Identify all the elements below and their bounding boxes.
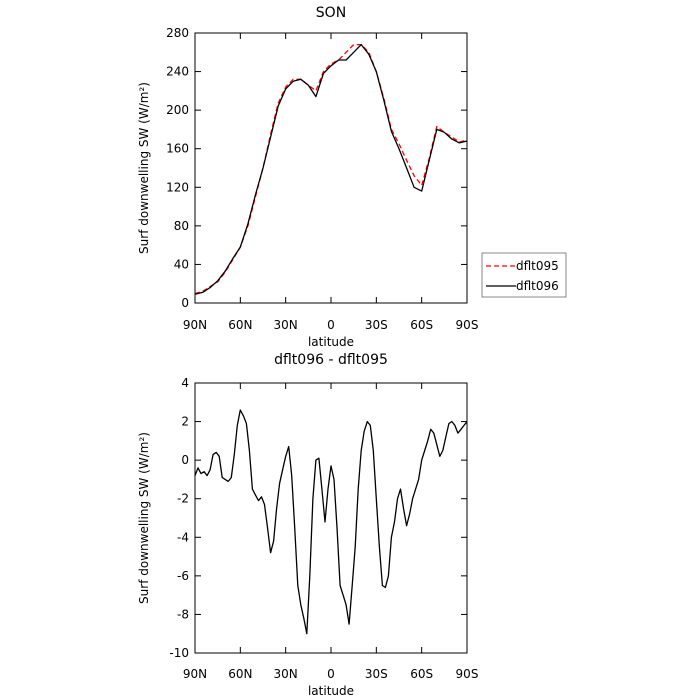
y-axis-ticks: -10 -8 -6 -4 -2 0 2 4 (169, 376, 467, 660)
chart-title: SON (316, 5, 346, 21)
y-tick-label: 160 (166, 142, 189, 156)
x-axis-ticks: 90N 60N 30N 0 30S 60S 90S (183, 33, 479, 332)
x-tick-label: 30S (365, 667, 388, 681)
x-tick-label: 90S (456, 318, 479, 332)
chart-title: dflt096 - dflt095 (274, 352, 388, 368)
x-tick-label: 60N (228, 667, 252, 681)
legend: dflt095 dflt096 (481, 252, 567, 298)
y-axis-ticks: 0 40 80 120 160 200 240 280 (166, 26, 467, 310)
x-tick-label: 90N (183, 318, 207, 332)
x-tick-label: 30N (274, 667, 298, 681)
legend-label-dflt096: dflt096 (516, 279, 559, 293)
x-tick-label: 60S (410, 667, 433, 681)
y-tick-label: 80 (174, 219, 189, 233)
x-tick-label: 30N (274, 318, 298, 332)
y-tick-label: -8 (177, 607, 189, 621)
x-tick-label: 0 (327, 318, 335, 332)
y-tick-label: 280 (166, 26, 189, 40)
panel-top-mean: SON 0 40 80 120 160 200 240 280 90N 60N 30N 0 30S 60… (137, 5, 567, 349)
y-tick-label: -4 (177, 530, 189, 544)
legend-frame (481, 252, 567, 298)
legend-label-dflt095: dflt095 (516, 259, 559, 273)
plot-frame (194, 382, 468, 654)
y-tick-label: 4 (181, 376, 189, 390)
series-line-dflt096 (194, 43, 468, 295)
x-tick-label: 60N (228, 318, 252, 332)
series-line-difference (194, 409, 468, 635)
y-tick-label: 0 (181, 296, 189, 310)
x-tick-label: 90N (183, 667, 207, 681)
y-tick-label: 120 (166, 180, 189, 194)
x-axis-label: latitude (308, 335, 354, 349)
y-axis-label: Surf downwelling SW (W/m²) (137, 82, 151, 254)
x-tick-label: 90S (456, 667, 479, 681)
series-line-dflt095 (194, 43, 468, 295)
y-tick-label: -10 (169, 646, 189, 660)
x-axis-ticks: 90N 60N 30N 0 30S 60S 90S (183, 383, 479, 681)
series-group (194, 43, 468, 295)
panel-bottom-difference: dflt096 - dflt095 -10 -8 -6 -4 -2 0 2 4 90N 60N 3… (137, 352, 478, 698)
y-tick-label: 200 (166, 103, 189, 117)
x-tick-label: 0 (327, 667, 335, 681)
x-axis-label: latitude (308, 684, 354, 698)
y-tick-label: 40 (174, 257, 189, 271)
y-tick-label: -2 (177, 492, 189, 506)
y-tick-label: 240 (166, 65, 189, 79)
x-tick-label: 60S (410, 318, 433, 332)
x-tick-label: 30S (365, 318, 388, 332)
y-axis-label: Surf downwelling SW (W/m²) (137, 432, 151, 604)
y-tick-label: 2 (181, 415, 189, 429)
y-tick-label: 0 (181, 453, 189, 467)
y-tick-label: -6 (177, 569, 189, 583)
series-group (194, 409, 468, 635)
